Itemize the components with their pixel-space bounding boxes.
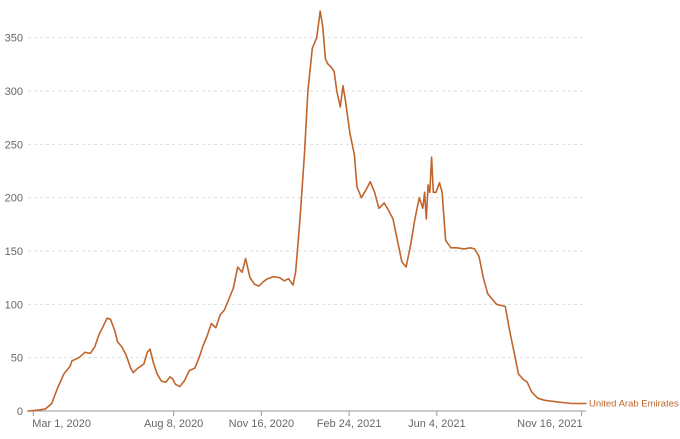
y-axis: 0 50 100 150 200 250 300 350 [5, 33, 23, 418]
y-tick-label-300: 300 [5, 86, 23, 98]
y-tick-label-50: 50 [11, 353, 23, 365]
series-layer: United Arab Emirates [27, 10, 679, 412]
series-line-uae [27, 10, 587, 412]
x-tick-label-1: Aug 8, 2020 [144, 418, 203, 430]
x-tick-label-2: Nov 16, 2020 [229, 418, 294, 430]
y-tick-label-150: 150 [5, 246, 23, 258]
x-tick-label-5: Nov 16, 2021 [517, 418, 582, 430]
x-tick-label-0: Mar 1, 2020 [32, 418, 91, 430]
y-tick-label-0: 0 [17, 406, 23, 418]
series-label-uae: United Arab Emirates [589, 399, 679, 410]
y-tick-label-250: 250 [5, 139, 23, 151]
x-tick-label-3: Feb 24, 2021 [317, 418, 382, 430]
x-tick-label-4: Jun 4, 2021 [408, 418, 466, 430]
y-tick-label-200: 200 [5, 193, 23, 205]
x-axis: Mar 1, 2020 Aug 8, 2020 Nov 16, 2020 Feb 24… [28, 410, 586, 430]
y-tick-label-350: 350 [5, 33, 23, 45]
y-tick-label-100: 100 [5, 299, 23, 311]
gridlines [28, 37, 586, 359]
